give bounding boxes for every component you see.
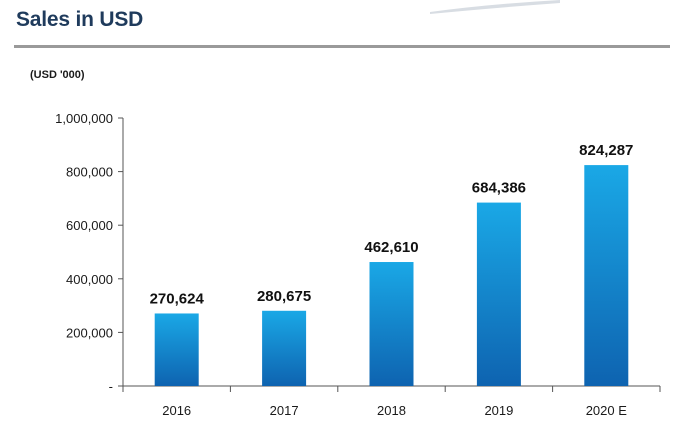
- x-tick-label: 2019: [484, 403, 513, 418]
- decorative-swoosh: [430, 0, 560, 14]
- x-tick-label: 2016: [162, 403, 191, 418]
- bar-2016: [154, 313, 199, 386]
- bar-value-label: 462,610: [364, 239, 418, 256]
- bar-value-label: 280,675: [257, 288, 311, 305]
- y-tick-label: 800,000: [66, 165, 113, 180]
- title-divider: [14, 45, 670, 48]
- y-tick-label: 1,000,000: [55, 111, 113, 126]
- bar-value-label: 684,386: [472, 180, 526, 197]
- x-tick-label: 2018: [377, 403, 406, 418]
- y-tick-label: 200,000: [66, 325, 113, 340]
- bar-2019: [476, 202, 521, 386]
- bar-value-label: 824,287: [579, 142, 633, 159]
- bar-2018: [369, 262, 414, 386]
- page-title: Sales in USD: [16, 8, 144, 31]
- y-tick-label: -: [109, 379, 113, 394]
- x-tick-label: 2020 E: [586, 403, 628, 418]
- bar-value-label: 270,624: [150, 290, 205, 307]
- y-tick-label: 400,000: [66, 272, 113, 287]
- y-tick-label: 600,000: [66, 218, 113, 233]
- bar-2017: [262, 310, 307, 386]
- y-axis-unit-label: (USD '000): [30, 69, 85, 81]
- bar-2020-e: [584, 165, 629, 386]
- x-tick-label: 2017: [270, 403, 299, 418]
